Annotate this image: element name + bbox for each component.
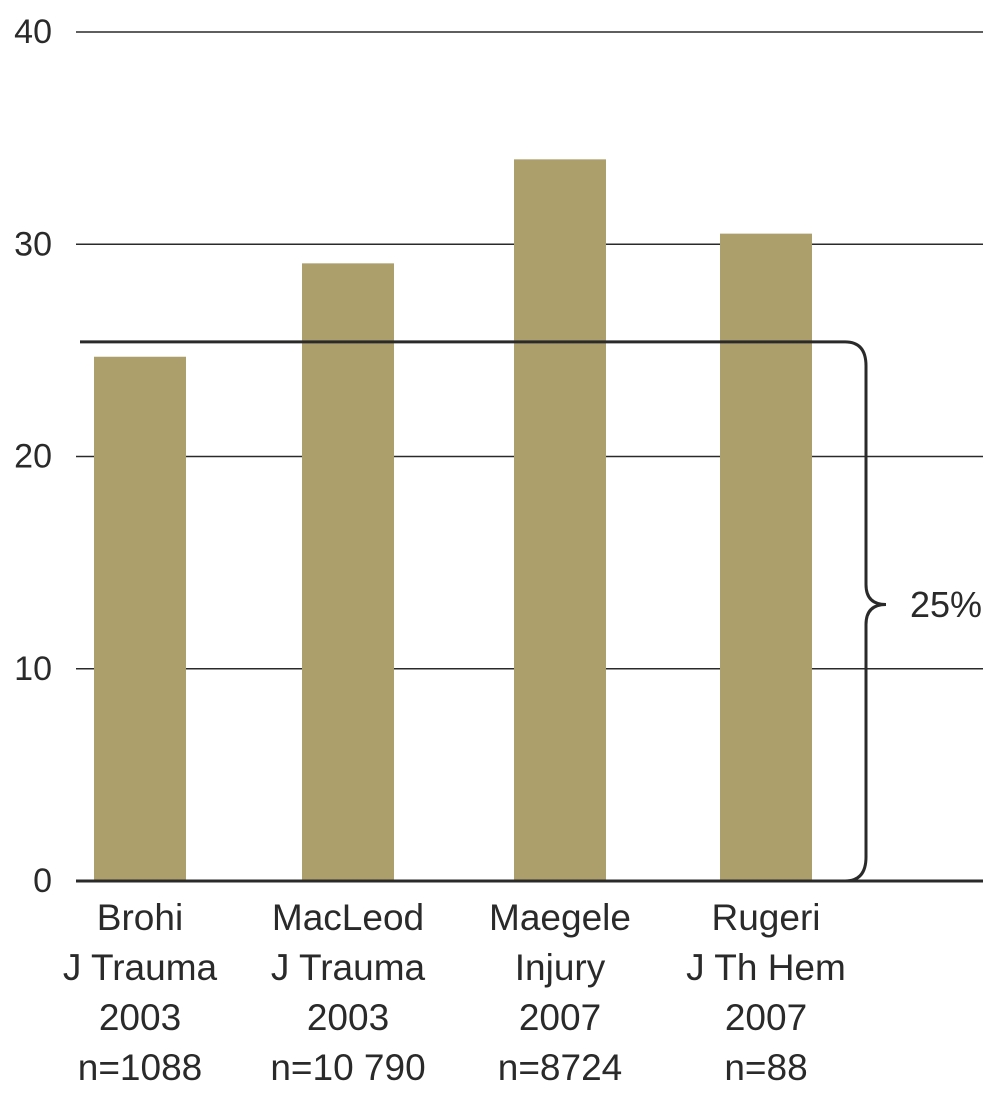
y-tick-label: 20 — [14, 438, 52, 476]
curly-brace — [844, 340, 887, 883]
y-tick-label: 40 — [14, 13, 52, 51]
x-category-label: n=1088 — [78, 1047, 203, 1088]
bar — [514, 159, 606, 882]
x-category-label: n=88 — [724, 1047, 807, 1088]
y-axis-ticks: 0 10 20 30 40 — [14, 13, 52, 900]
x-category-label: J Trauma — [271, 947, 426, 988]
x-category-label: n=10 790 — [270, 1047, 425, 1088]
bars — [94, 159, 812, 882]
bar — [94, 356, 186, 881]
x-category-label: 2007 — [519, 997, 601, 1038]
x-category-label: MacLeod — [272, 897, 424, 938]
y-tick-label: 30 — [14, 225, 52, 263]
annotation-label: 25% — [910, 584, 982, 625]
x-category-label: Rugeri — [712, 897, 821, 938]
x-category-label: 2003 — [307, 997, 389, 1038]
x-category-label: 2007 — [725, 997, 807, 1038]
bar — [302, 263, 394, 881]
y-tick-label: 10 — [14, 650, 52, 688]
x-category-label: J Trauma — [63, 947, 218, 988]
x-category-label: Maegele — [489, 897, 631, 938]
x-category-label: Injury — [515, 947, 606, 988]
reference-annotation: 25% — [76, 340, 982, 883]
y-tick-label: 0 — [33, 862, 52, 900]
x-category-label: J Th Hem — [686, 947, 846, 988]
x-axis-categories: Brohi J Trauma 2003 n=1088 MacLeod J Trauma 20… — [63, 897, 846, 1088]
x-category-label: Brohi — [97, 897, 183, 938]
bar — [720, 233, 812, 881]
x-category-label: n=8724 — [498, 1047, 623, 1088]
x-category-label: 2003 — [99, 997, 181, 1038]
